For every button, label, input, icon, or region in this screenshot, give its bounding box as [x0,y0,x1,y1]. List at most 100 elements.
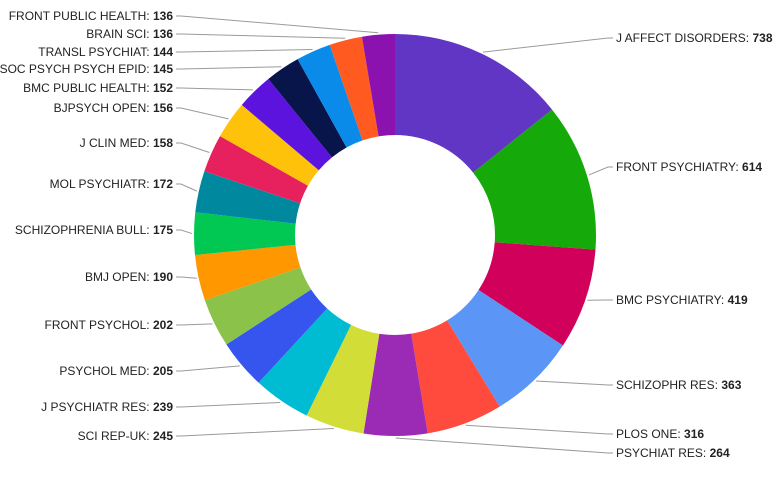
label-psychiat-res: PSYCHIAT RES: 264 [616,446,730,460]
label-name: PLOS ONE: [616,427,684,441]
label-bmc-public-health: BMC PUBLIC HEALTH: 152 [23,81,173,95]
label-name: PSYCHOL MED: [59,364,153,378]
label-value: 245 [153,429,173,443]
slice-schizophr-res [447,289,563,407]
slice-bmj-open [194,244,301,301]
leader-mol-psychiatr [176,183,198,192]
slice-soc-psych-psych-epid [268,59,347,158]
slice-schizophrenia-bull [194,212,296,255]
leader-lines [176,15,613,454]
leader-bmj-open [176,276,197,279]
leader-bjpsych-open [176,107,229,120]
leader-j-psychiatr-res [176,401,281,408]
label-value: 158 [153,136,173,150]
label-name: J CLIN MED: [80,136,153,150]
slice-psychiat-res [363,333,428,436]
leader-j-affect-disorders [482,37,613,53]
leader-schizophr-res [536,380,613,386]
label-value: 419 [728,293,748,307]
leader-psychol-med [176,365,240,372]
leader-bmc-public-health [176,87,254,91]
leader-front-psychiatry [588,166,613,176]
label-value: 363 [721,378,741,392]
slice-front-public-health [361,34,395,137]
label-name: SCHIZOPHR RES: [616,378,721,392]
label-value: 738 [752,31,772,45]
label-name: J AFFECT DISORDERS: [616,31,752,45]
label-value: 136 [153,9,173,23]
slice-bmc-psychiatry [478,242,596,346]
label-name: BJPSYCH OPEN: [54,101,153,115]
label-name: FRONT PSYCHOL: [45,318,153,332]
label-name: FRONT PUBLIC HEALTH: [9,9,153,23]
label-front-psychiatry: FRONT PSYCHIATRY: 614 [616,160,762,174]
leader-brain-sci [176,33,346,39]
slice-front-psychol [204,267,312,345]
label-transl-psychiat: TRANSL PSYCHIAT: 144 [38,45,173,59]
label-front-public-health: FRONT PUBLIC HEALTH: 136 [9,9,174,23]
label-bmc-psychiatry: BMC PSYCHIATRY: 419 [616,293,748,307]
leader-transl-psychiat [176,48,313,53]
label-j-affect-disorders: J AFFECT DISORDERS: 738 [616,31,773,45]
slice-j-affect-disorders [395,34,553,173]
label-name: SOC PSYCH PSYCH EPID: [0,62,153,76]
label-name: BMJ OPEN: [85,270,153,284]
label-value: 190 [153,270,173,284]
slice-labels: J AFFECT DISORDERS: 738 FRONT PSYCHIATRY:… [0,9,773,460]
slice-plos-one [411,320,500,434]
slice-j-clin-med [204,136,308,204]
label-name: BMC PUBLIC HEALTH: [23,81,153,95]
label-value: 175 [153,223,173,237]
label-value: 145 [153,62,173,76]
label-value: 205 [153,364,173,378]
label-j-clin-med: J CLIN MED: 158 [80,136,174,150]
slice-mol-psychiatr [195,171,301,224]
label-plos-one: PLOS ONE: 316 [616,427,704,441]
leader-front-psychol [176,323,213,326]
label-brain-sci: BRAIN SCI: 136 [86,27,173,41]
label-name: BRAIN SCI: [86,27,153,41]
slice-bmc-public-health [241,78,332,171]
slice-brain-sci [329,36,379,141]
label-name: TRANSL PSYCHIAT: [38,45,153,59]
leader-plos-one [465,424,613,435]
leader-schizophrenia-bull [176,229,193,235]
label-value: 144 [153,45,173,59]
label-value: 136 [153,27,173,41]
label-value: 316 [684,427,704,441]
label-mol-psychiatr: MOL PSYCHIATR: 172 [50,177,174,191]
label-bmj-open: BMJ OPEN: 190 [85,270,173,284]
label-value: 202 [153,318,173,332]
label-value: 172 [153,177,173,191]
label-value: 239 [153,400,173,414]
leader-j-clin-med [176,142,210,153]
label-value: 614 [742,160,762,174]
label-schizophrenia-bull: SCHIZOPHRENIA BULL: 175 [15,223,173,237]
slice-sci-rep-uk [306,324,380,434]
slice-psychol-med [226,289,328,383]
label-name: SCHIZOPHRENIA BULL: [15,223,153,237]
slice-j-psychiatr-res [258,308,352,416]
label-psychol-med: PSYCHOL MED: 205 [59,364,173,378]
label-value: 264 [710,446,730,460]
label-value: 152 [153,81,173,95]
label-name: BMC PSYCHIATRY: [616,293,728,307]
donut-slices [194,34,597,436]
label-front-psychol: FRONT PSYCHOL: 202 [45,318,174,332]
label-name: PSYCHIAT RES: [616,446,710,460]
slice-transl-psychiat [297,44,363,148]
slice-front-psychiatry [473,109,597,250]
label-schizophr-res: SCHIZOPHR RES: 363 [616,378,742,392]
leader-front-public-health [176,15,379,34]
label-name: J PSYCHIATR RES: [41,400,153,414]
label-name: MOL PSYCHIATR: [50,177,153,191]
label-name: SCI REP-UK: [78,429,153,443]
leader-sci-rep-uk [176,428,334,437]
label-sci-rep-uk: SCI REP-UK: 245 [78,429,174,443]
label-value: 156 [153,101,173,115]
slice-bjpsych-open [220,104,319,186]
leader-psychiat-res [395,437,613,454]
label-soc-psych-psych-epid: SOC PSYCH PSYCH EPID: 145 [0,62,173,76]
label-j-psychiatr-res: J PSYCHIATR RES: 239 [41,400,173,414]
